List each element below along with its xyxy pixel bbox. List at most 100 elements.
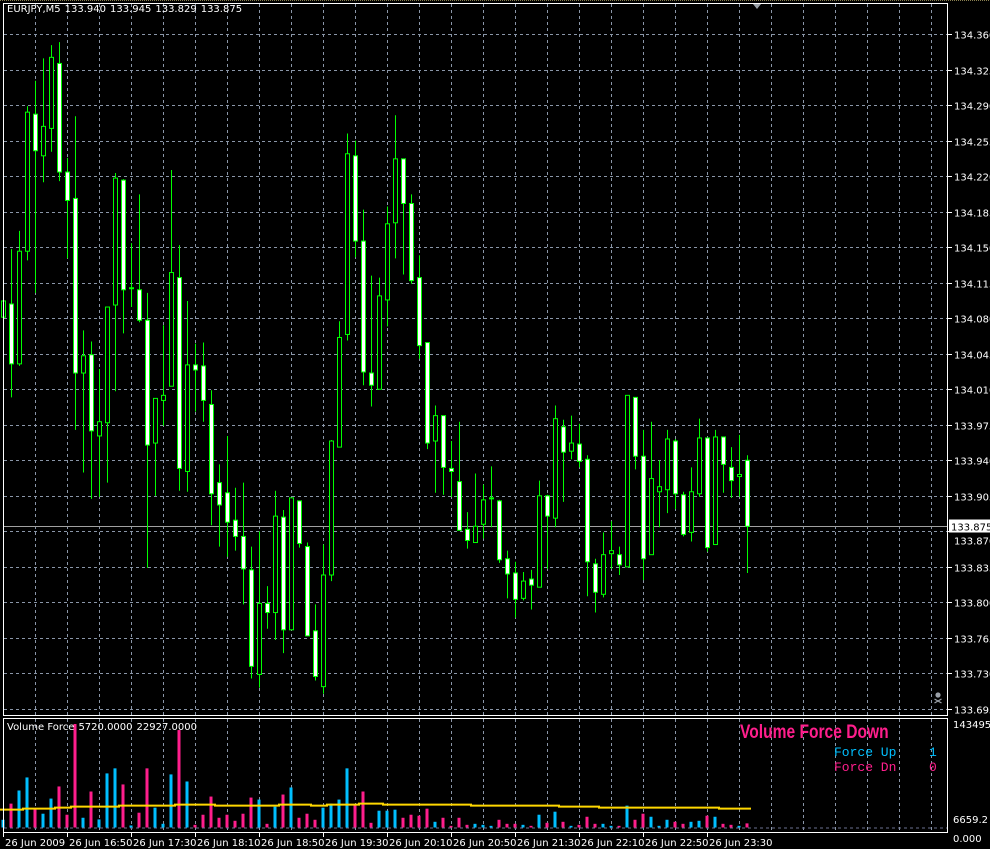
candle-bear [681, 494, 686, 535]
candle-bull [113, 177, 118, 306]
force-up-bar [385, 810, 389, 828]
close-value: 133.875 [200, 4, 243, 15]
force-down-bar [201, 814, 205, 828]
force-up-bar [689, 821, 693, 828]
candle-bull [521, 580, 526, 599]
indicator-max-label: 143495.2 [953, 720, 990, 731]
candle-bull [153, 397, 158, 444]
price-label: 134.150 [954, 244, 990, 255]
candle-bear [233, 519, 238, 537]
force-up-bar [25, 777, 29, 828]
force-down-bar [89, 791, 93, 828]
force-down-bar [529, 825, 533, 828]
force-up-bar [257, 799, 261, 828]
grid [4, 4, 947, 832]
candle-bear [33, 113, 38, 152]
time-label: 26 Jun 21:30 [517, 838, 581, 849]
force-down-bar [177, 730, 181, 828]
main-chart-frame [3, 3, 948, 716]
candle-bear [137, 289, 142, 321]
candle-bull [537, 495, 542, 588]
candle-bear [369, 372, 374, 386]
candle-bear [721, 436, 726, 465]
price-label: 133.695 [954, 706, 990, 717]
force-up-bar [113, 768, 117, 828]
candle-bull [129, 287, 134, 290]
candle-bear [65, 171, 70, 201]
candle-bull [345, 153, 350, 335]
force-up-bar [521, 824, 525, 828]
force-up-label: Force Up [834, 745, 897, 760]
current-price-tag [949, 519, 990, 533]
candle-bull [697, 437, 702, 495]
force-up-value: 1 [929, 745, 937, 760]
axes: 134.360 134.325 134.290 134.255 134.220 134.1… [3, 31, 990, 849]
force-up-bar [169, 774, 173, 828]
candle-bear [673, 440, 678, 495]
chart-shift-triangle-icon[interactable] [753, 4, 761, 9]
candle-bull [97, 421, 102, 437]
candle-bull [161, 394, 166, 401]
force-down-bar [353, 804, 357, 828]
candle-bear [617, 554, 622, 566]
candle-bear [505, 558, 510, 575]
candle-bear [465, 528, 470, 541]
force-up-bar [489, 825, 493, 828]
candle-bear [73, 197, 78, 374]
force-up-bar [345, 768, 349, 828]
price-label: 134.115 [954, 280, 990, 291]
force-up-bar [49, 798, 53, 828]
price-label: 133.765 [954, 635, 990, 646]
candle-bull [81, 355, 86, 374]
candle-bear [705, 437, 710, 549]
force-up-bar [153, 807, 157, 828]
force-down-bar [145, 768, 149, 828]
candle-bear [513, 572, 518, 600]
price-label: 134.080 [954, 315, 990, 326]
price-label: 134.010 [954, 386, 990, 397]
force-up-bar [433, 821, 437, 828]
force-down-bar [241, 813, 245, 828]
candle-bear [529, 578, 534, 586]
force-down-bar [233, 820, 237, 828]
force-down-bar [9, 803, 13, 828]
force-up-bar [481, 824, 485, 828]
force-up-bar [161, 823, 165, 828]
candle-bull [257, 602, 262, 675]
candle-bear [745, 459, 750, 527]
force-up-bar [713, 816, 717, 828]
candle-bull [169, 272, 174, 387]
candle-bear [641, 455, 646, 560]
force-up-bar [337, 799, 341, 828]
time-label: 26 Jun 19:30 [325, 838, 389, 849]
force-down-bar [401, 817, 405, 828]
candle-bear [497, 500, 502, 561]
price-label: 133.835 [954, 564, 990, 575]
force-down-bar [577, 824, 581, 828]
force-down-bar [681, 823, 685, 828]
force-dn-value: 0 [929, 760, 937, 775]
force-down-bar [209, 796, 213, 828]
force-down-bar [33, 808, 37, 828]
candles [1, 42, 750, 694]
candle-bear [177, 277, 182, 469]
candle-bull [329, 440, 334, 576]
candle-bull [377, 295, 382, 390]
candle-bear [457, 481, 462, 531]
force-dn-label: Force Dn [834, 760, 897, 775]
force-up-bar [569, 825, 573, 828]
candle-bear [561, 426, 566, 453]
force-up-bar [649, 816, 653, 828]
candle-bull [41, 125, 46, 157]
candle-bull [649, 478, 654, 556]
force-up-bar [601, 823, 605, 828]
force-up-bar [329, 803, 333, 828]
candle-bull [689, 491, 694, 533]
candle-bull [289, 497, 294, 631]
candle-bull [481, 499, 486, 525]
force-down-bar [409, 814, 413, 828]
candle-bear [305, 546, 310, 637]
force-up-bar [289, 787, 293, 828]
